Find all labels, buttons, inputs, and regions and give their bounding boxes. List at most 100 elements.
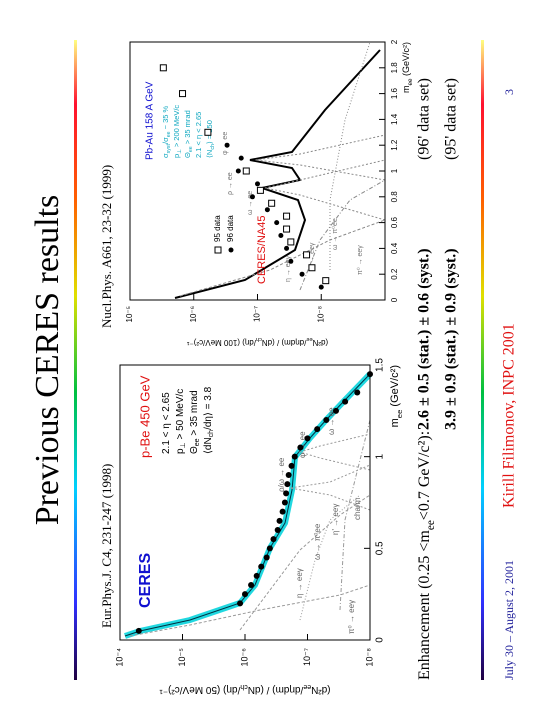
component-curve <box>254 134 386 181</box>
data-point <box>255 181 260 187</box>
channel-label: ω → ee <box>247 191 254 215</box>
beam-label: Pb-Au 158 A GeV <box>145 81 156 160</box>
data-point <box>367 371 373 378</box>
cut-label-part: > 200 MeV/c <box>172 105 181 150</box>
enhancement-label: Enhancement (0.25 <mee<0.7 GeV/c²): <box>416 431 437 680</box>
channel-label: η' → eeγ <box>309 242 316 270</box>
cut-label-part: /σ <box>161 137 170 144</box>
x-tick-label: 0 <box>390 297 399 302</box>
legend-marker <box>214 246 222 254</box>
data-point <box>248 582 255 588</box>
channel-label: η → eeγ <box>285 255 292 282</box>
component-curve <box>339 419 371 611</box>
cut-label-part: ee <box>188 146 194 152</box>
cut-label-part: ⟨N <box>205 150 214 158</box>
x-axis-label-part: ee <box>395 410 404 419</box>
data-point <box>238 155 244 161</box>
y-axis-label: (d²Nee/dηdm) / (dNch/dη) (50 MeV/c²)⁻¹ <box>159 683 331 696</box>
channel-label: ρ/ω → ee <box>277 457 286 492</box>
data-point <box>354 389 361 396</box>
legend-marker <box>228 247 234 253</box>
y-axis-label-part: /dη) (50 MeV/c²)⁻¹ <box>159 684 241 695</box>
cut-label-part: p <box>175 448 186 454</box>
y-axis-label-part: ch <box>256 336 262 342</box>
y-tick-label: 10⁻⁶ <box>189 306 198 322</box>
footer-date: July 30 – August 2, 2001 <box>502 560 516 680</box>
channel-label: π⁰ → eeγ <box>356 245 364 275</box>
x-axis-label-part: m <box>389 418 401 427</box>
x-axis-label: mee (GeV/c²) <box>389 365 404 427</box>
y-tick-label: 10⁻⁵ <box>177 648 187 667</box>
cut-label: Θee > 35 mrad <box>189 390 202 454</box>
figure-caption: Eur.Phys.J. C4, 231-247 (1998) <box>99 464 114 628</box>
cut-label-part: Θ <box>189 446 200 454</box>
data-point <box>314 426 321 433</box>
data-point <box>224 142 230 148</box>
data-point <box>297 444 304 451</box>
cut-label-part: ⟨dN <box>203 437 214 454</box>
cut-label: 2.1 < η < 2.65 <box>161 392 172 454</box>
y-tick-label: 10⁻⁷ <box>253 306 262 322</box>
data-point <box>284 245 290 251</box>
data-point <box>249 194 255 200</box>
data-point <box>323 417 330 423</box>
cut-label-part: Θ <box>183 152 192 158</box>
x-tick-label: 1.6 <box>390 87 399 99</box>
figure-caption: Nucl.Phys. A661, 23-32 (1999) <box>99 165 114 328</box>
y-tick-label: 10⁻⁸ <box>364 648 374 667</box>
component-curve <box>239 494 371 631</box>
cut-label-part: σ <box>161 153 170 158</box>
enhancement-value: 2.6 ± 0.5 (stat.) ± 0.6 (syst.) <box>416 248 433 430</box>
rainbow-bar <box>481 40 484 680</box>
cut-label-part: > 35 mrad <box>183 110 192 146</box>
data-point <box>342 398 349 405</box>
channel-label: π⁰ → eeγ <box>347 600 356 634</box>
footer-author: Kirill Filimonov, INPC 2001 <box>501 323 518 508</box>
data-point <box>263 554 270 561</box>
data-point <box>308 264 316 272</box>
experiment-label: CERES <box>137 553 154 608</box>
y-tick-label: 10⁻⁸ <box>316 306 325 323</box>
data-point <box>283 490 290 497</box>
cut-label-part: ch <box>210 144 216 150</box>
enhancement-label-part: ee <box>425 520 437 530</box>
data-point <box>276 517 283 524</box>
y-axis-label-part: /dηdm) / (dN <box>262 338 307 347</box>
y-axis-label-part: ch <box>240 683 248 690</box>
enhancement-set: (96' data set) <box>416 78 433 160</box>
cut-label-part: > 35 mrad <box>189 390 200 438</box>
channel-label: η' → eeγ <box>331 504 340 535</box>
x-tick-label: 1.4 <box>390 113 399 125</box>
cut-label-part: syst <box>166 143 172 153</box>
data-point <box>299 271 305 277</box>
data-point <box>159 64 167 72</box>
data-point <box>242 167 250 175</box>
beam-label: p-Be 450 GeV <box>137 375 152 458</box>
data-point <box>270 536 277 543</box>
x-tick-label: 0.8 <box>390 191 399 203</box>
data-point <box>322 277 330 285</box>
x-tick-label: 0 <box>375 637 386 643</box>
x-axis-label-part: ee <box>407 78 414 86</box>
rainbow-bar <box>74 40 77 680</box>
y-axis-label-part: (d²N <box>312 338 328 347</box>
component-curve <box>264 159 386 221</box>
data-point <box>304 435 311 442</box>
data-point <box>253 572 260 579</box>
channel-label: φ → ee <box>298 431 307 458</box>
cut-label-part: ~ 35 % <box>161 105 170 131</box>
data-point <box>283 225 291 233</box>
component-curve <box>299 179 386 291</box>
cut-label: p⊥ > 200 MeV/c <box>172 105 183 158</box>
x-axis-label-part: (GeV/c²) <box>389 365 401 410</box>
x-axis-label-part: (GeV/c²) <box>401 42 411 79</box>
cut-label-part: 2.1 < η < 2.65 <box>161 392 172 454</box>
x-tick-label: 0.6 <box>390 216 399 228</box>
data-point <box>318 284 324 290</box>
cut-label-part: ch <box>208 430 215 438</box>
cut-label: 2.1 < η < 2.65 <box>194 112 203 158</box>
data-point <box>287 238 295 246</box>
